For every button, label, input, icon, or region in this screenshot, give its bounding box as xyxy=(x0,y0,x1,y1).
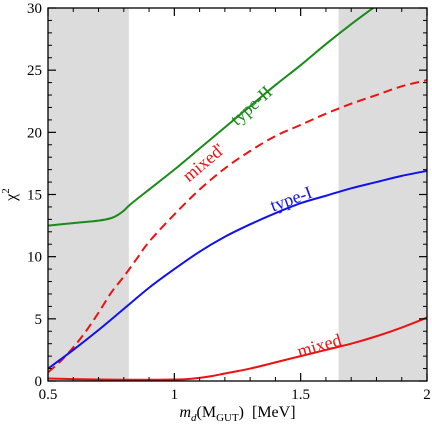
x-axis-label-close: ) xyxy=(239,404,244,421)
x-axis-label: md(MGUT) [MeV] xyxy=(179,404,295,424)
shaded-regions xyxy=(48,8,427,381)
y-tick-label: 15 xyxy=(27,188,42,204)
y-tick-label: 0 xyxy=(35,374,43,390)
y-axis-label: χ2 xyxy=(0,188,20,202)
x-axis-label-sub: d xyxy=(191,412,197,424)
x-axis-label-open: (M xyxy=(197,404,217,421)
series-layer xyxy=(48,8,427,381)
y-axis-label-main: χ xyxy=(3,193,20,202)
x-axis-label-unit: [MeV] xyxy=(252,404,296,421)
series-line-mixed xyxy=(48,316,427,381)
curve-label-type-ii: type-II xyxy=(226,82,276,130)
y-axis-label-sup: 2 xyxy=(0,188,12,194)
y-tick-label: 5 xyxy=(35,312,43,328)
curve-label-type-i: type-I xyxy=(267,182,314,215)
y-tick-label: 10 xyxy=(27,250,42,266)
curve-label-mixed: mixed xyxy=(295,330,344,362)
x-tick-label: 1 xyxy=(171,387,179,403)
x-tick-label: 2 xyxy=(423,387,431,403)
shaded-region-1 xyxy=(48,8,129,381)
y-tick-label: 20 xyxy=(27,125,42,141)
series-line-mixed xyxy=(48,79,427,374)
shaded-region-2 xyxy=(338,8,427,381)
y-tick-label: 25 xyxy=(27,63,42,79)
series-line-type-ii xyxy=(48,8,375,227)
x-axis-label-main: m xyxy=(179,404,191,421)
x-axis-label-sub2: GUT xyxy=(216,412,239,424)
y-tick-label: 30 xyxy=(27,1,42,17)
series-line-type-i xyxy=(48,169,427,370)
x-tick-label: 1.5 xyxy=(291,387,310,403)
x-tick-label: 0.5 xyxy=(39,387,58,403)
